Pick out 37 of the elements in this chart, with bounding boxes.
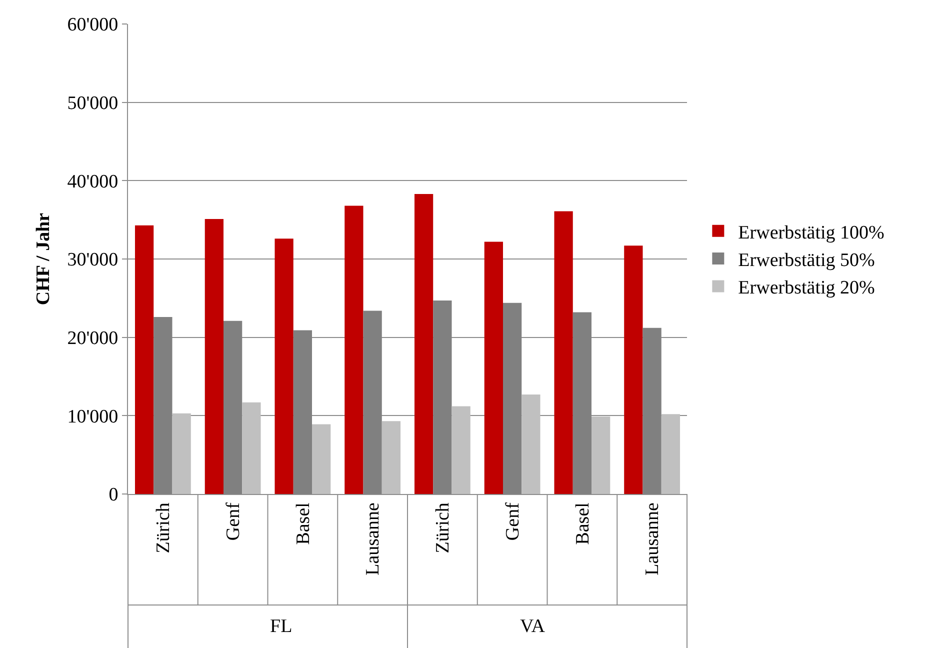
- bar: [382, 421, 401, 494]
- bar: [344, 206, 364, 494]
- y-tick-label: 20'000: [67, 328, 118, 349]
- x-tick-label: Basel: [572, 502, 594, 545]
- bar: [484, 242, 503, 494]
- x-tick-label: Zürich: [153, 502, 174, 554]
- y-tick-label: 0: [108, 484, 118, 506]
- bar: [522, 394, 540, 494]
- x-tick-label: Lausanne: [362, 502, 384, 576]
- bar: [452, 406, 470, 494]
- bar: [592, 416, 610, 494]
- bar: [274, 238, 294, 494]
- bar: [624, 246, 643, 494]
- bar: [172, 413, 191, 494]
- x-tick-label: Genf: [502, 502, 524, 541]
- bar: [414, 194, 434, 494]
- legend-label: Erwerbstätig 100%: [738, 222, 885, 244]
- bar: [242, 402, 261, 494]
- bar: [312, 424, 331, 494]
- y-axis-title: CHF / Jahr: [33, 212, 54, 306]
- text: VA: [520, 616, 546, 637]
- x-tick-label: Zürich: [432, 502, 454, 554]
- x-tick-label: Basel: [292, 502, 314, 545]
- bar: [204, 219, 224, 494]
- y-tick-label: 30'000: [67, 250, 118, 271]
- legend-label: Erwerbstätig 50%: [738, 250, 876, 271]
- y-tick-label: 60'000: [67, 14, 118, 36]
- text: FL: [270, 616, 292, 637]
- bar: [661, 414, 680, 494]
- bar: [134, 225, 154, 494]
- legend-label: Erwerbstätig 20%: [738, 278, 876, 299]
- y-tick-label: 50'000: [67, 92, 118, 114]
- bar: [554, 211, 573, 494]
- x-tick-label: Lausanne: [642, 502, 664, 576]
- y-tick-label: 40'000: [67, 171, 118, 192]
- x-tick-label: Genf: [222, 502, 244, 541]
- y-tick-label: 10'000: [67, 406, 118, 428]
